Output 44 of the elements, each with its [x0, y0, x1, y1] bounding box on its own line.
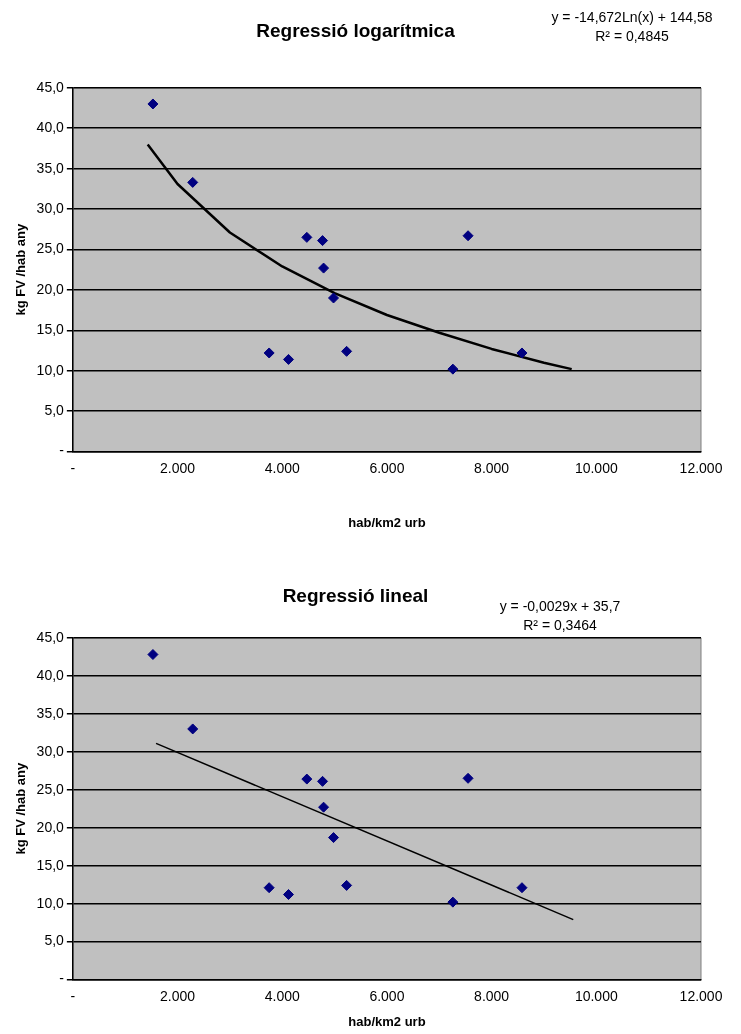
y-tick-label: 20,0	[36, 280, 65, 297]
x-tick-label: 2.000	[160, 459, 196, 476]
x-tick-label: 8.000	[474, 459, 510, 476]
y-tick-label: 30,0	[36, 199, 65, 216]
x-axis-title: hab/km2 urb	[348, 514, 426, 530]
x-tick-label: 6.000	[369, 987, 405, 1004]
text: y = -0,0029x + 35,7	[499, 598, 621, 614]
y-tick-label: 5,0	[44, 402, 65, 419]
x-tick-label: 10.000	[574, 987, 618, 1004]
y-tick-label: 35,0	[36, 159, 65, 176]
text: y = -14,672Ln(x) + 144,58	[551, 9, 713, 25]
y-tick-label: 45,0	[36, 628, 65, 645]
y-tick-label: 25,0	[36, 780, 65, 797]
x-tick-label: 4.000	[264, 459, 300, 476]
y-tick-label: 10,0	[36, 894, 65, 911]
y-tick-label: 15,0	[36, 321, 65, 338]
y-tick-label: 40,0	[36, 119, 65, 136]
y-tick-label: 5,0	[44, 932, 65, 949]
y-axis-title: kg FV /hab any	[13, 223, 29, 316]
y-tick-label: 15,0	[36, 856, 65, 873]
y-tick-label: -	[59, 970, 65, 987]
x-tick-label: 12.000	[679, 987, 723, 1004]
y-axis-title: kg FV /hab any	[13, 762, 29, 855]
x-tick-label: 4.000	[264, 987, 300, 1004]
y-tick-label: 20,0	[36, 818, 65, 835]
x-tick-label: 2.000	[160, 987, 196, 1004]
text: R² = 0,4845	[595, 28, 669, 44]
y-tick-label: 45,0	[36, 78, 65, 95]
y-tick-label: 35,0	[36, 704, 65, 721]
y-tick-label: 30,0	[36, 742, 65, 759]
y-tick-label: 10,0	[36, 361, 65, 378]
x-tick-label: 10.000	[574, 459, 618, 476]
text: R² = 0,3464	[523, 617, 597, 633]
y-tick-label: -	[59, 442, 65, 459]
x-axis-title: hab/km2 urb	[348, 1013, 426, 1029]
chart-title: Regressió lineal	[282, 584, 429, 606]
chart-title: Regressió logarítmica	[256, 19, 456, 41]
x-tick-label: -	[70, 459, 76, 476]
x-tick-label: 6.000	[369, 459, 405, 476]
x-tick-label: 8.000	[474, 987, 510, 1004]
y-tick-label: 25,0	[36, 240, 65, 257]
x-tick-label: -	[70, 987, 76, 1004]
y-tick-label: 40,0	[36, 666, 65, 683]
x-tick-label: 12.000	[679, 459, 723, 476]
